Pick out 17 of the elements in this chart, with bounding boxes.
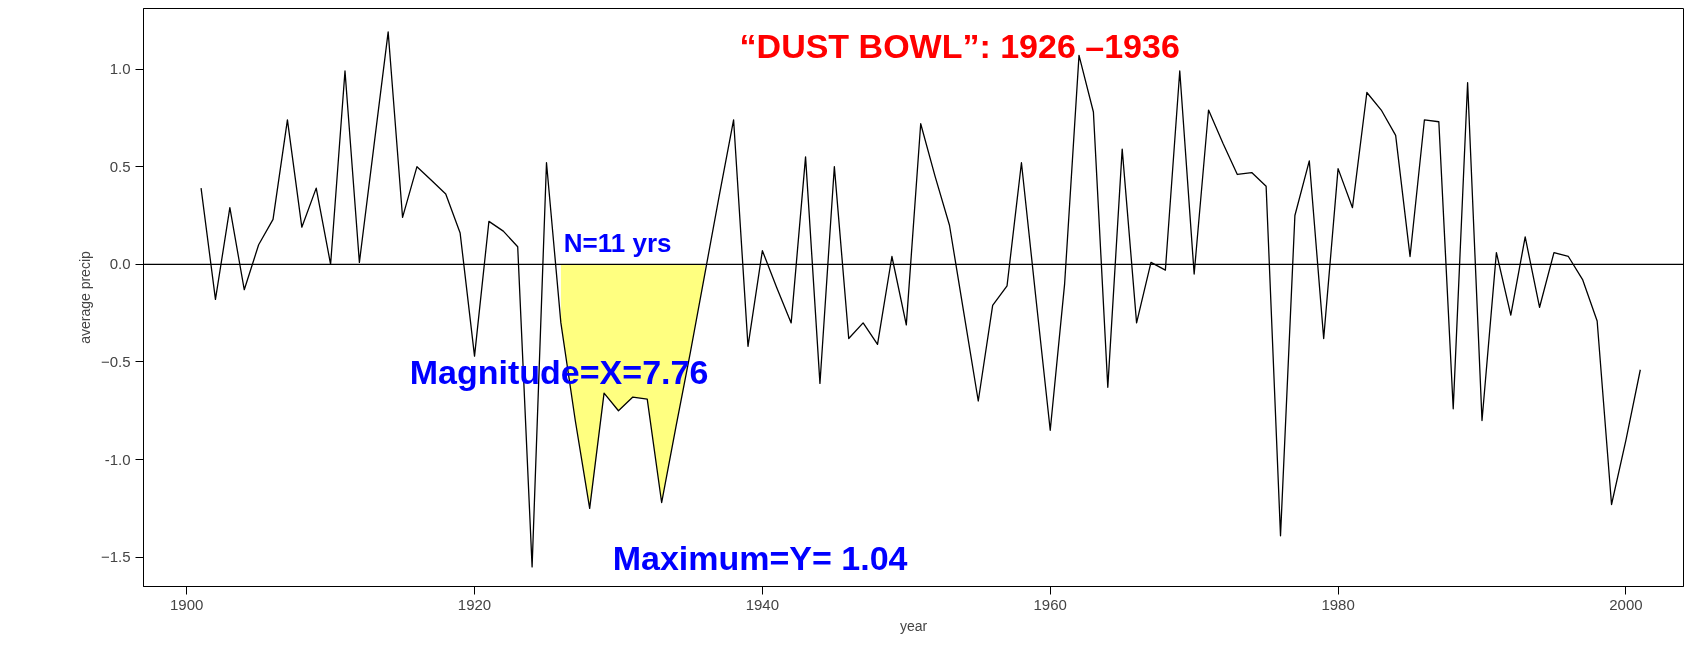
text: “DUST BOWL”: 1926 –1936 <box>739 26 1180 65</box>
x-tick-label: 1900 <box>169 595 204 613</box>
x-axis-title: year <box>899 617 928 634</box>
y-tick-label: 1.0 <box>109 60 131 78</box>
y-axis-title: average precip <box>76 250 93 344</box>
y-tick-label: −0.5 <box>100 352 131 370</box>
x-tick-label: 1920 <box>457 595 492 613</box>
x-tick-label: 1960 <box>1033 595 1067 613</box>
x-tick-label: 1980 <box>1321 595 1355 613</box>
x-tick-label: 1940 <box>745 595 780 613</box>
y-tick-label: -1.0 <box>104 450 131 468</box>
annotation: N=11 yrs <box>563 228 672 259</box>
y-tick-label: 0.0 <box>109 255 131 273</box>
y-tick-label: −1.5 <box>100 548 131 566</box>
y-tick-label: 0.5 <box>109 157 131 175</box>
x-tick-label: 2000 <box>1609 595 1643 613</box>
annotation: Maximum=Y= 1.04 <box>612 538 908 577</box>
